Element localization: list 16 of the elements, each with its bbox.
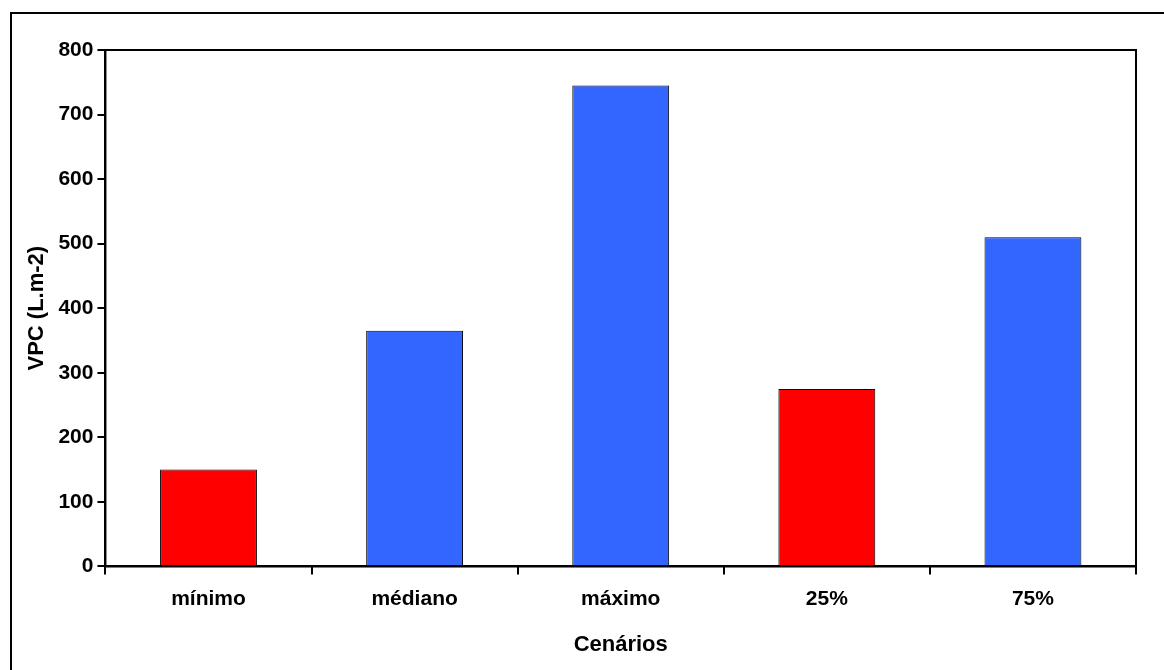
x-tick-label: 25% [805,585,849,609]
y-tick-label: 700 [58,101,94,125]
x-tick-label: mínimo [171,585,246,609]
y-axis-title: VPC (L.m-2) [23,245,49,371]
y-tick-label: 600 [58,165,94,189]
y-tick-label: 300 [58,359,94,383]
y-tick-label: 0 [81,553,94,577]
x-tick-label: médiano [371,585,458,609]
y-tick-label: 400 [58,295,94,318]
x-tick-label: máximo [581,585,661,609]
y-tick-label: 800 [58,36,94,60]
y-tick-label: 100 [58,488,94,512]
y-tick-label: 500 [58,230,94,254]
y-tick-label: 200 [58,424,94,448]
x-axis-title: Cenários [573,630,668,656]
x-tick-label: 75% [1011,585,1055,609]
